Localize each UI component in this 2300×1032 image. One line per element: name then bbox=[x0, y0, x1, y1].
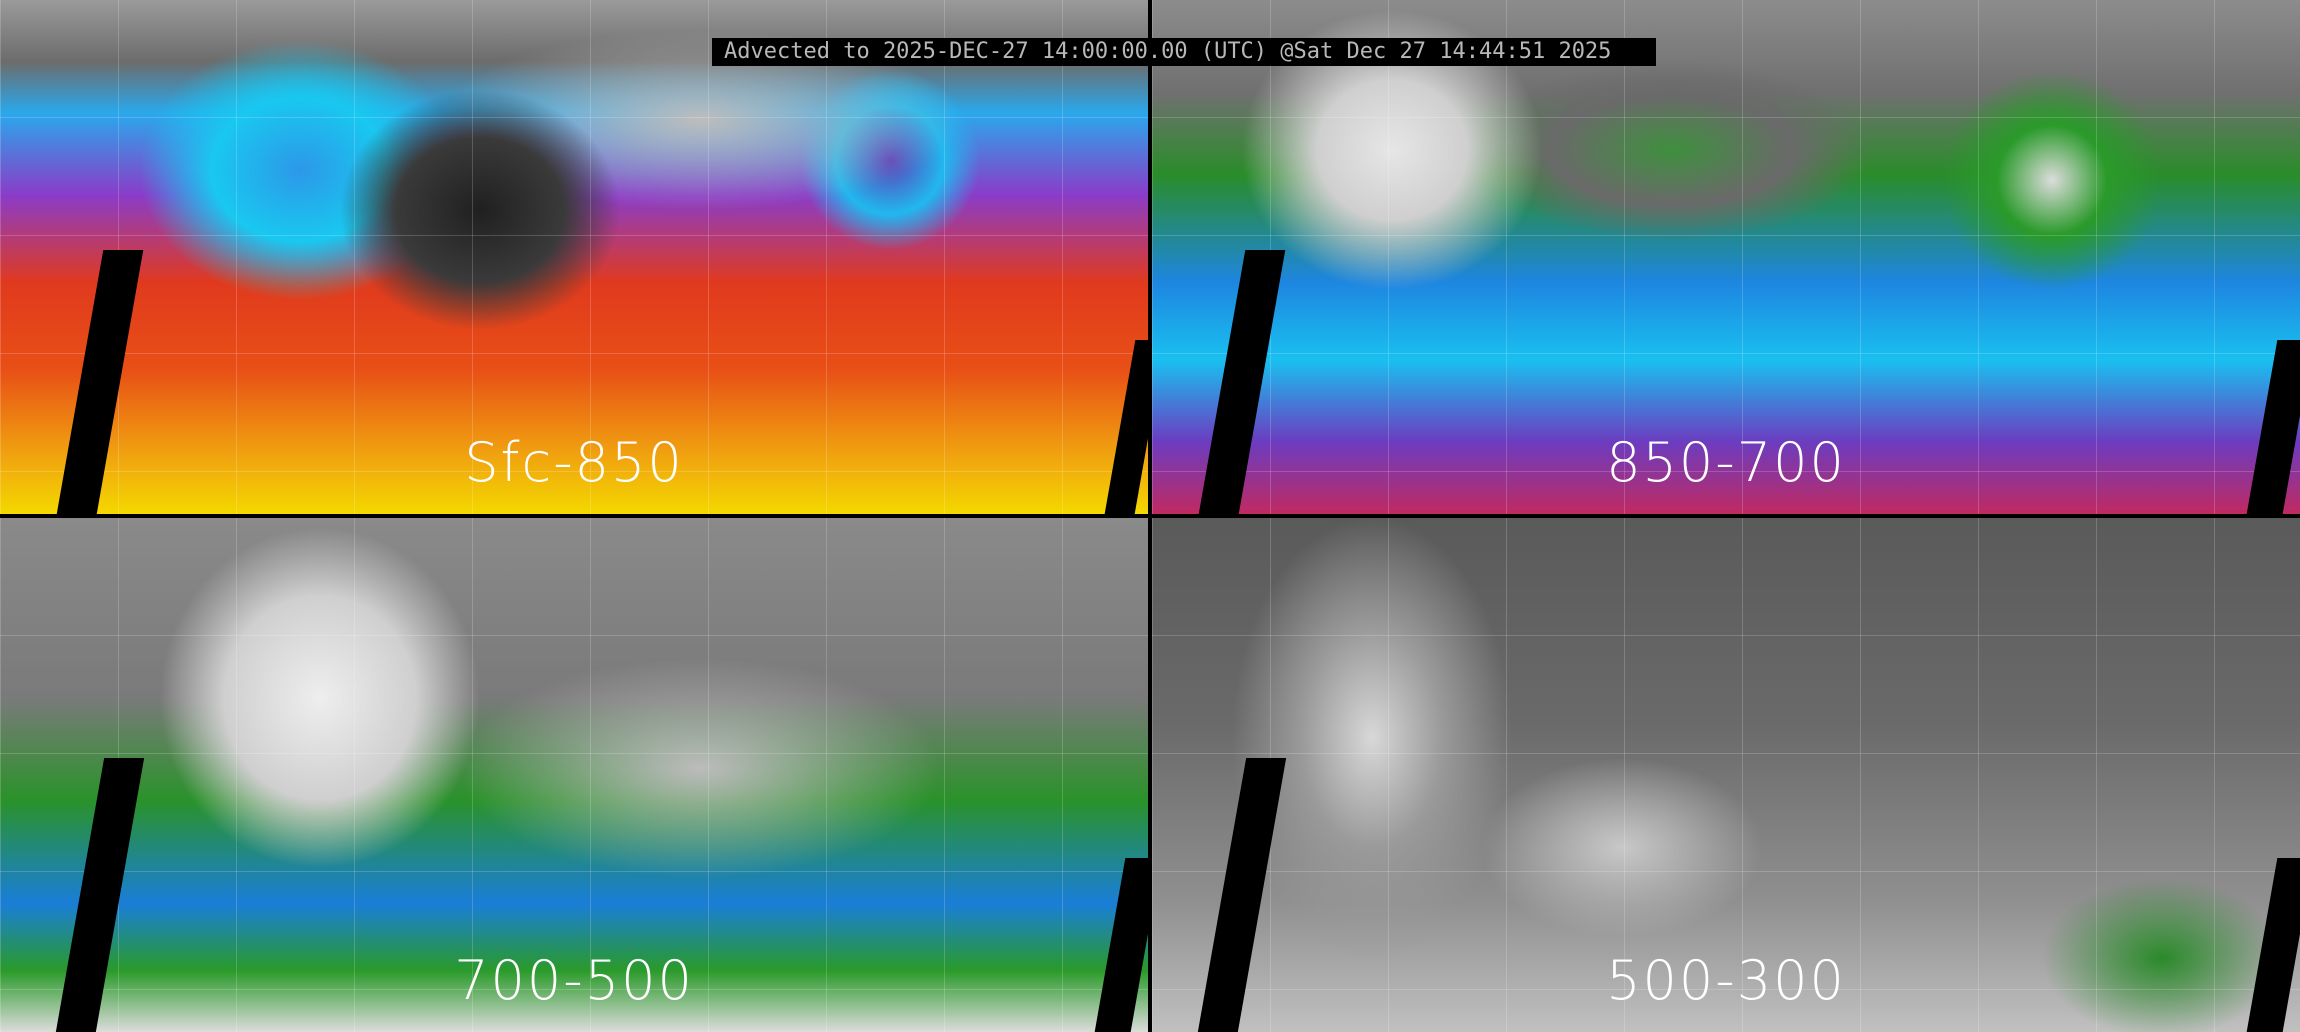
panel-700-500: 700-500 bbox=[0, 518, 1148, 1032]
panel-850-700: 850-700 bbox=[1152, 0, 2300, 514]
lat-lon-grid bbox=[0, 0, 1148, 514]
panel-label: 500-300 bbox=[1606, 949, 1846, 1012]
panel-label: Sfc-850 bbox=[464, 431, 684, 494]
panel-500-300: 500-300 bbox=[1152, 518, 2300, 1032]
timestamp-title: Advected to 2025-DEC-27 14:00:00.00 (UTC… bbox=[712, 38, 1656, 66]
panel-label: 700-500 bbox=[454, 949, 694, 1012]
panel-sfc-850: Sfc-850 bbox=[0, 0, 1148, 514]
lat-lon-grid bbox=[1152, 0, 2300, 514]
panel-label: 850-700 bbox=[1606, 431, 1846, 494]
lat-lon-grid bbox=[1152, 518, 2300, 1032]
lat-lon-grid bbox=[0, 518, 1148, 1032]
